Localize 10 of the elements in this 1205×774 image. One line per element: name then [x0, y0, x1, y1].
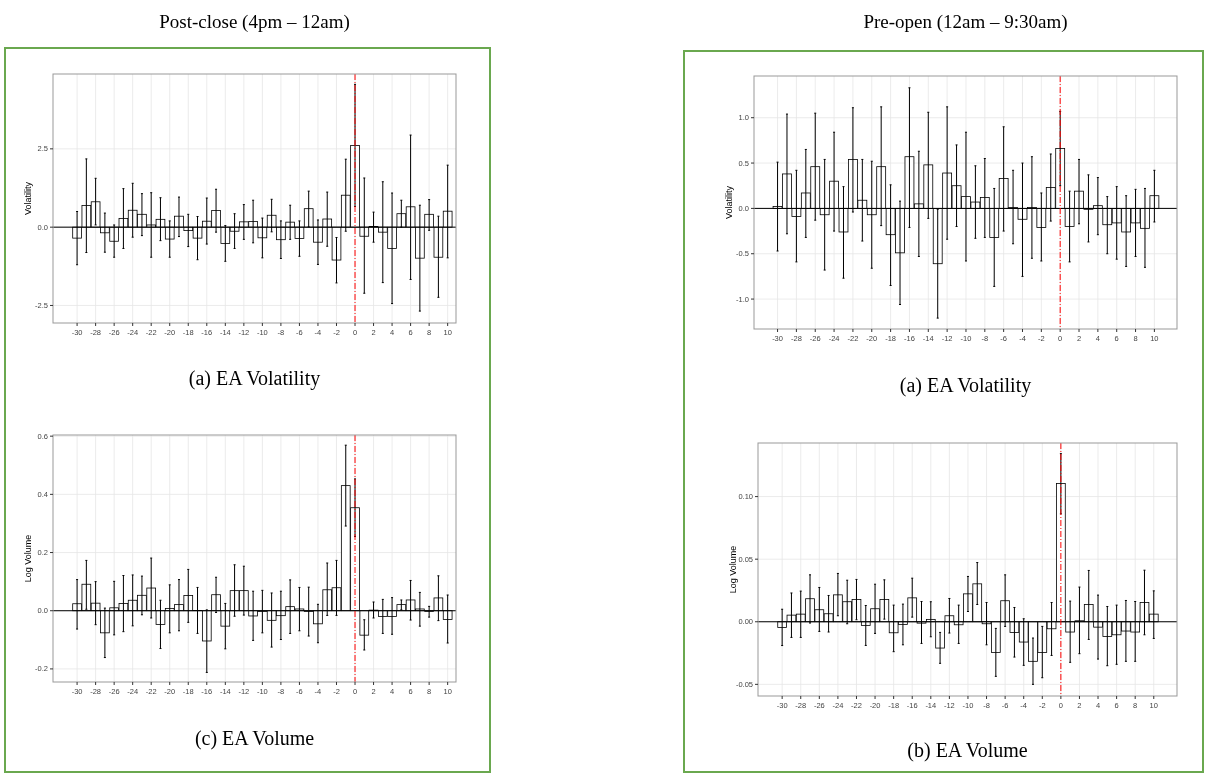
y-axis-title: Volatility	[23, 181, 33, 216]
y-axis-title: Volatility	[724, 185, 734, 220]
text: (a) EA Volatility	[899, 374, 1032, 397]
y-axis-title: Log Volume	[728, 545, 738, 594]
y-axis-title: Log Volume	[23, 534, 33, 583]
chart-title: Pre-open (12am – 9:30am)	[863, 11, 1068, 33]
chart-title: Post-close (4pm – 12am)	[159, 11, 350, 33]
text: (c) EA Volume	[194, 727, 315, 750]
text: (a) EA Volatility	[188, 367, 321, 390]
text: (b) EA Volume	[907, 739, 1028, 762]
